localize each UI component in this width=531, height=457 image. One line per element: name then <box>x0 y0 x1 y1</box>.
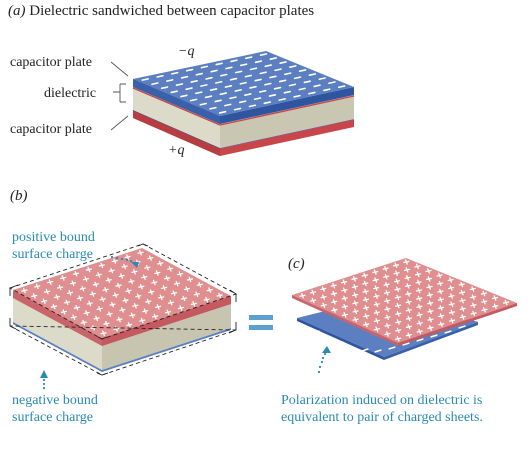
panel-c-leader-dots <box>317 352 327 374</box>
label-bottom-capacitor-plate: capacitor plate <box>10 122 93 137</box>
dielectric-block <box>132 87 355 148</box>
panel-a-capacitor <box>132 51 355 156</box>
panel-c-caption: (c) <box>288 256 305 272</box>
label-top-capacitor-plate: capacitor plate <box>10 55 93 70</box>
label-dielectric: dielectric <box>44 86 97 101</box>
panel-b-caption: (b) <box>10 188 28 204</box>
label-negative-bound-line1: negative bound <box>12 393 98 408</box>
panel-a-leader-lines <box>110 61 129 131</box>
corner-brackets <box>9 243 237 376</box>
panel-b-polarized-dielectric <box>8 243 238 376</box>
label-negative-bound-line2: surface charge <box>12 410 93 425</box>
positive-charge-marks <box>21 250 223 336</box>
charge-bottom-label: +q <box>168 143 185 158</box>
positive-leader-dots <box>110 255 133 263</box>
panel-c-text-line1: Polarization induced on dielectric is <box>281 393 483 408</box>
panel-a-caption: (a) Dielectric sandwiched between capaci… <box>8 3 315 19</box>
positive-sheet-charge-marks <box>299 259 510 342</box>
panel-b-dotted-arrows <box>40 255 139 390</box>
label-positive-bound-line1: positive bound <box>12 230 95 245</box>
equals-sign <box>249 315 273 330</box>
negative-leader-arrowhead <box>40 370 48 378</box>
charge-top-label: −q <box>178 44 195 59</box>
label-positive-bound-line2: surface charge <box>12 247 93 262</box>
panel-c-dotted-arrow <box>317 346 331 374</box>
positive-sheet <box>292 258 517 343</box>
panel-c-text-line2: equivalent to pair of charged sheets. <box>281 410 483 425</box>
panel-c-charged-sheets <box>292 258 517 360</box>
negative-sheet-charge-marks <box>312 325 466 354</box>
negative-charge-marks <box>141 53 346 114</box>
negative-leader-dots <box>42 378 46 390</box>
positive-leader-arrowhead <box>131 262 139 268</box>
panel-c-arrowhead <box>322 346 331 353</box>
